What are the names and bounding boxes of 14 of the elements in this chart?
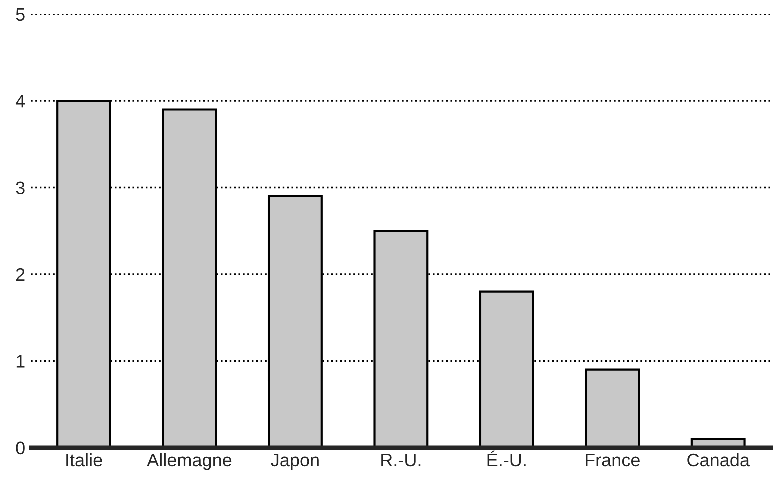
- x-tick-label: R.-U.: [382, 454, 421, 467]
- y-tick-label: 0: [16, 442, 25, 455]
- y-tick-label: 5: [16, 8, 25, 22]
- y-tick-label: 1: [16, 355, 25, 368]
- y-tick-label: 4: [16, 95, 26, 108]
- x-tick-label: France: [586, 454, 640, 467]
- bar: [585, 368, 640, 448]
- x-tick-label: Japon: [271, 454, 319, 470]
- x-tick-label: É.-U.: [488, 450, 526, 467]
- y-tick-label: 2: [16, 268, 25, 282]
- x-tick-label: Allemagne: [147, 453, 232, 470]
- x-tick-label: Italie: [66, 453, 102, 467]
- x-tick-label: Canada: [688, 453, 750, 467]
- y-tick-label: 3: [16, 182, 25, 194]
